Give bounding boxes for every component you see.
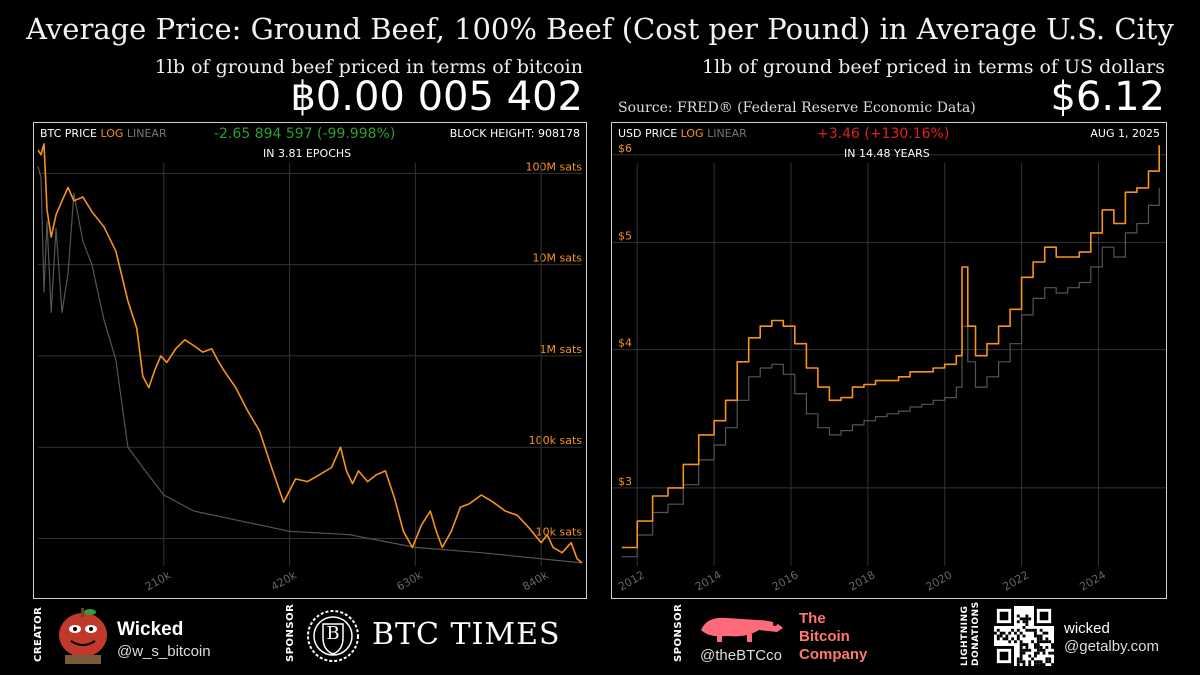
x-tick-label: 420k <box>269 568 300 593</box>
sponsor2-company-line2: Bitcoin <box>799 628 850 645</box>
sponsor-label: SPONSOR <box>285 603 296 662</box>
x-tick-label: 2024 <box>1077 568 1108 593</box>
creator-avatar <box>55 605 111 665</box>
usd-scale-toggle: USD PRICE LOG LINEAR <box>618 127 747 140</box>
source-note: Source: FRED® (Federal Reserve Economic … <box>618 100 976 116</box>
y-tick-label: $4 <box>618 337 632 350</box>
x-tick-label: 210k <box>143 568 174 593</box>
btc-times-logo-letter: B <box>326 623 340 644</box>
linear-toggle[interactable]: LINEAR <box>126 127 167 140</box>
page-title: Average Price: Ground Beef, 100% Beef (C… <box>26 12 1174 46</box>
btc-chart-panel: 10k sats 100k sats 1M sats 10M sats 100M sat… <box>33 122 587 599</box>
left-value: ฿0.00 005 402 <box>290 74 583 120</box>
epochs-label: IN 3.81 EPOCHS <box>263 147 352 160</box>
x-tick-label: 2014 <box>693 568 724 593</box>
y-tick-label: $3 <box>618 475 632 488</box>
x-tick-label: 2016 <box>770 568 801 593</box>
sponsor2-company-line1: The <box>799 610 826 627</box>
y-tick-label: $6 <box>618 142 632 155</box>
years-label: IN 14.48 YEARS <box>844 147 930 160</box>
log-toggle[interactable]: LOG <box>100 127 124 140</box>
btc-price-label: BTC PRICE <box>40 127 97 140</box>
x-tick-label: 2018 <box>847 568 878 593</box>
lightning-label-line1: LIGHTNING <box>960 605 970 666</box>
lightning-label-line2: DONATIONS <box>971 601 981 666</box>
x-tick-label: 630k <box>395 568 426 593</box>
lightning-label: LIGHTNING DONATIONS <box>960 601 982 666</box>
lightning-address[interactable]: @getalby.com <box>1064 638 1159 655</box>
sponsor2-handle[interactable]: @theBTCco <box>700 647 782 664</box>
sponsor2-company-line3: Company <box>799 646 868 663</box>
usd-log-toggle[interactable]: LOG <box>680 127 704 140</box>
y-tick-label: $5 <box>618 229 632 242</box>
x-tick-label: 2022 <box>1000 568 1031 593</box>
usd-price-chart: $3 $4 $5 $6 2012 2014 2016 2018 2020 2022 2024 <box>612 142 1166 594</box>
creator-label: CREATOR <box>33 606 44 662</box>
block-height: BLOCK HEIGHT: 908178 <box>449 127 580 140</box>
lightning-name: wicked <box>1064 620 1110 637</box>
sponsor-btc-times[interactable]: BTC TIMES <box>372 617 561 652</box>
left-subtitle: 1lb of ground beef priced in terms of bi… <box>154 56 583 78</box>
y-tick-label: 10M sats <box>533 252 583 265</box>
usd-change: +3.46 (+130.16%) <box>817 126 950 142</box>
sponsor2-company[interactable]: The Bitcoin Company <box>799 610 867 664</box>
series-line-linear <box>621 187 1160 558</box>
apple-avatar-icon <box>59 608 107 664</box>
btc-change: -2.65 894 597 (-99.998%) <box>214 126 396 142</box>
y-tick-label: 10k sats <box>536 526 583 539</box>
qr-code-icon[interactable] <box>994 606 1054 666</box>
btc-scale-toggle: BTC PRICE LOG LINEAR <box>40 127 167 140</box>
sponsor2-label: SPONSOR <box>673 603 684 662</box>
right-value: $6.12 <box>1050 74 1165 120</box>
creator-name: Wicked <box>117 619 184 640</box>
btc-price-chart: 10k sats 100k sats 1M sats 10M sats 100M sat… <box>37 143 583 593</box>
date-label: AUG 1, 2025 <box>1090 127 1160 140</box>
series-line-log <box>621 145 1160 549</box>
series-line-log <box>37 143 583 564</box>
x-tick-label: 2020 <box>924 568 955 593</box>
series-line-linear <box>37 165 583 564</box>
y-tick-label: 1M sats <box>539 343 582 356</box>
x-tick-label: 2012 <box>616 568 647 593</box>
btc-times-logo-icon: B <box>305 608 361 664</box>
bitcoin-company-logo-icon <box>697 608 787 644</box>
y-tick-label: 100M sats <box>526 160 583 173</box>
usd-chart-panel: $3 $4 $5 $6 2012 2014 2016 2018 2020 2022 2024 USD… <box>611 122 1167 599</box>
usd-price-label: USD PRICE <box>618 127 678 140</box>
right-subtitle: 1lb of ground beef priced in terms of US… <box>702 56 1165 78</box>
creator-handle[interactable]: @w_s_bitcoin <box>117 643 211 660</box>
x-tick-label: 840k <box>520 568 551 593</box>
usd-linear-toggle[interactable]: LINEAR <box>707 127 747 140</box>
y-tick-label: 100k sats <box>529 434 583 447</box>
